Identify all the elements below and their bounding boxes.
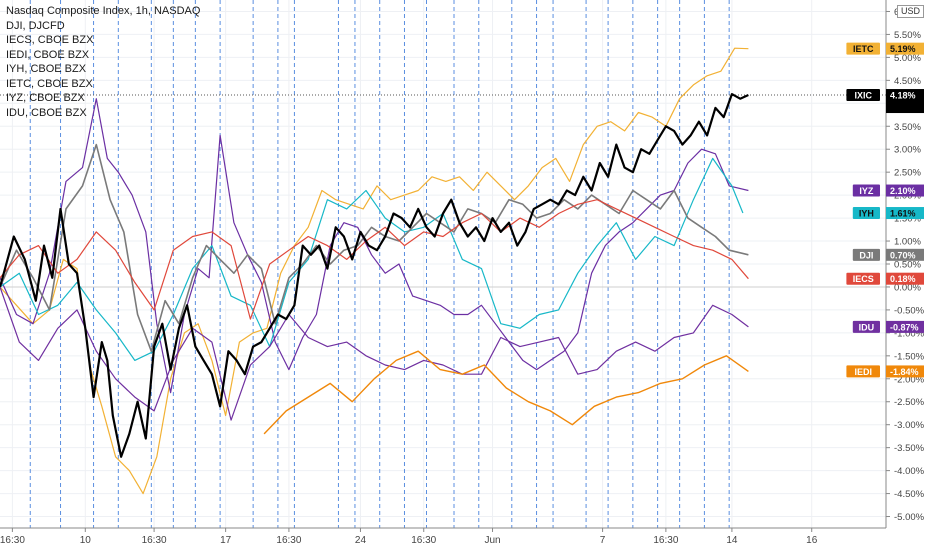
y-tick-label: 1.50% — [894, 214, 921, 225]
series-value-label: 5.19% — [890, 44, 916, 54]
series-value-label: -0.87% — [890, 322, 919, 332]
series-line-ixic[interactable] — [0, 92, 749, 458]
y-tick-label: -3.50% — [894, 443, 925, 454]
x-tick-label: 16:30 — [276, 535, 301, 546]
y-tick-label: 2.50% — [894, 168, 921, 179]
series-value-box[interactable] — [886, 248, 924, 261]
y-tick-label: 0.00% — [894, 282, 921, 293]
x-tick-label: 16:30 — [653, 535, 678, 546]
series-value-box[interactable] — [886, 320, 924, 333]
series-value-label: 4.18% — [890, 91, 916, 101]
series-symbol-box[interactable] — [846, 365, 880, 378]
chart-legend: Nasdaq Composite Index, 1h, NASDAQ DJI, … — [6, 4, 200, 120]
series-value-label: 0.70% — [890, 250, 916, 260]
legend-item-iyh[interactable]: IYH, CBOE BZX — [6, 63, 87, 75]
series-line-iyh[interactable] — [0, 157, 744, 361]
series-value-box[interactable] — [886, 184, 924, 197]
series-value-box[interactable] — [886, 207, 924, 220]
currency-label[interactable]: USD — [897, 5, 925, 18]
y-tick-label: -2.00% — [894, 374, 925, 385]
legend-item-iedi[interactable]: IEDI, CBOE BZX — [6, 48, 90, 61]
series-symbol-label: IETC — [853, 44, 874, 54]
series-line-iecs[interactable] — [0, 199, 749, 320]
series-symbol-box[interactable] — [846, 42, 880, 55]
y-tick-label: -5.00% — [894, 512, 925, 523]
series-value-label: -1.84% — [890, 367, 919, 377]
y-tick-label: 1.00% — [894, 237, 921, 248]
series-symbol-label: IEDI — [854, 367, 872, 377]
series-symbol-box[interactable] — [852, 184, 880, 197]
x-tick-label: 16:30 — [0, 535, 25, 546]
y-tick-label: -1.50% — [894, 351, 925, 362]
legend-item-ietc[interactable]: IETC, CBOE BZX — [6, 77, 93, 90]
x-tick-label: 16 — [806, 535, 818, 546]
y-tick-label: 4.50% — [894, 76, 921, 87]
series-value-box[interactable] — [886, 42, 924, 55]
x-tick-label: 16:30 — [411, 535, 436, 546]
series-symbol-box[interactable] — [852, 248, 880, 261]
x-tick-label: 24 — [355, 535, 367, 546]
x-tick-label: 7 — [600, 535, 606, 546]
legend-item-iyz[interactable]: IYZ, CBOE BZX — [6, 92, 85, 104]
series-value-box[interactable] — [886, 89, 924, 114]
y-tick-label: 5.50% — [894, 30, 921, 41]
series-value-label: 1.61% — [890, 209, 916, 219]
y-tick-label: 5.00% — [894, 53, 921, 64]
y-tick-label: -4.50% — [894, 489, 925, 500]
legend-main-title: Nasdaq Composite Index, 1h, NASDAQ — [6, 5, 201, 17]
y-tick-label: 3.00% — [894, 145, 921, 156]
series-symbol-label: IYH — [859, 209, 874, 219]
y-tick-label: 0.50% — [894, 260, 921, 271]
legend-item-iecs[interactable]: IECS, CBOE BZX — [6, 34, 94, 46]
series-line-iedi[interactable] — [263, 350, 749, 435]
y-tick-label: -4.00% — [894, 466, 925, 477]
y-tick-label: -2.50% — [894, 397, 925, 408]
series-line-ietc[interactable] — [0, 47, 749, 495]
series-value-box[interactable] — [886, 272, 924, 285]
series-symbol-label: IXIC — [854, 91, 872, 101]
x-tick-label: 10 — [80, 535, 92, 546]
legend-item-idu[interactable]: IDU, CBOE BZX — [6, 106, 87, 119]
series-symbol-box[interactable] — [852, 320, 880, 333]
legend-item-dji[interactable]: DJI, DJCFD — [6, 19, 65, 32]
series-symbol-label: IYZ — [859, 186, 874, 196]
series-symbol-box[interactable] — [852, 207, 880, 220]
y-tick-label: -3.00% — [894, 420, 925, 431]
x-tick-label: 16:30 — [142, 535, 167, 546]
series-symbol-box[interactable] — [846, 89, 880, 102]
series-value-box[interactable] — [886, 365, 924, 378]
x-tick-label: 14 — [726, 535, 738, 546]
series-symbol-label: IECS — [853, 274, 874, 284]
series-line-iyz[interactable] — [0, 98, 749, 394]
x-tick-label: Jun — [484, 535, 500, 546]
series-value-label: 2.10% — [890, 186, 916, 196]
series-symbol-label: IDU — [859, 322, 875, 332]
y-tick-label: -0.50% — [894, 305, 925, 316]
series-symbol-label: DJI — [859, 250, 873, 260]
y-tick-label: 3.50% — [894, 122, 921, 133]
series-line-idu[interactable] — [0, 286, 749, 421]
y-tick-label: -1.00% — [894, 328, 925, 339]
series-symbol-box[interactable] — [846, 272, 880, 285]
x-tick-label: 17 — [220, 535, 232, 546]
series-value-label: 0.18% — [890, 274, 916, 284]
